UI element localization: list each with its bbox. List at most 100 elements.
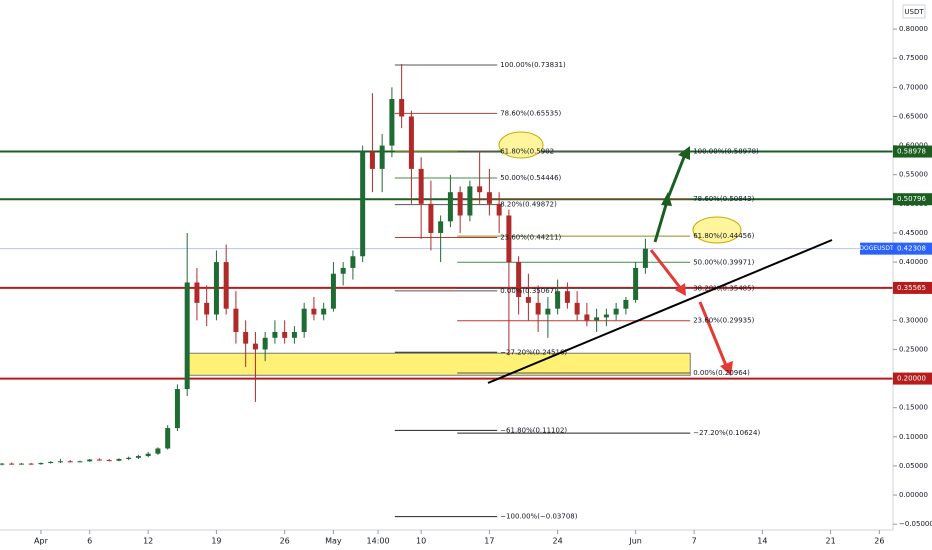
fib-label: 0.00%(0.20964) — [693, 369, 750, 377]
candles — [0, 64, 648, 466]
y-tick-label: 0.55000 — [899, 171, 928, 179]
candle-body — [145, 453, 151, 457]
red-arrow — [698, 301, 729, 369]
candle-body — [633, 267, 639, 300]
candle-body — [457, 192, 463, 216]
y-tick-label: 0.00000 — [899, 491, 928, 499]
unit-box — [902, 4, 926, 19]
candle-body — [477, 186, 483, 193]
x-tick-label: 7 — [692, 537, 697, 546]
candle-body — [67, 461, 73, 463]
fib-label: 8.20%(0.49872) — [500, 201, 557, 209]
candle-body — [486, 192, 492, 204]
candle-body — [18, 463, 24, 465]
candle-body — [330, 273, 336, 309]
candle-body — [594, 317, 600, 321]
candle-body — [57, 461, 63, 463]
candle-body — [204, 302, 210, 315]
candle-body — [282, 331, 288, 338]
x-tick-label: 17 — [484, 537, 494, 546]
trend-line — [487, 239, 833, 384]
candle-body — [301, 308, 307, 332]
last-price-label: 0.42308 — [897, 245, 926, 253]
fib-label: 100.00%(0.73831) — [500, 61, 566, 69]
fib-label: −27.20%(0.10624) — [693, 429, 760, 437]
level-price-box — [893, 372, 932, 385]
arrow-head — [675, 283, 686, 296]
candle-body — [184, 282, 190, 390]
y-tick-label: 0.80000 — [899, 25, 928, 33]
candle-body — [399, 99, 405, 117]
symbol-box — [860, 242, 893, 255]
candle-body — [243, 331, 249, 344]
y-tick-label: 0.65000 — [899, 112, 928, 120]
drawing-layer — [0, 64, 893, 518]
candle-body — [623, 299, 629, 309]
overlay-layer — [487, 131, 833, 384]
y-tick-label: 0.30000 — [899, 316, 928, 324]
candle-body — [174, 389, 180, 429]
candle-body — [555, 291, 561, 309]
x-tick-label: 19 — [211, 537, 221, 546]
candle-body — [48, 461, 54, 464]
red-arrow — [649, 249, 684, 291]
x-tick-label: 6 — [87, 537, 92, 546]
level-price-box — [893, 281, 932, 294]
candle-body — [379, 145, 385, 169]
candle-body — [564, 291, 570, 303]
fib-label: 38.20%(0.35485) — [693, 284, 754, 292]
y-tick-label: 0.70000 — [899, 83, 928, 91]
candle-body — [155, 448, 161, 454]
candle-body — [496, 203, 502, 216]
level-price-box — [893, 193, 932, 206]
candle-body — [574, 302, 580, 315]
level-price-label: 0.50796 — [897, 195, 926, 203]
x-tick-label: 26 — [280, 537, 290, 546]
candle-body — [428, 203, 434, 233]
candle-body — [438, 221, 444, 233]
candle-body — [28, 463, 34, 465]
fib-label: 23.60%(0.44211) — [500, 234, 561, 242]
y-tick-label: 0.40000 — [899, 258, 928, 266]
candle-body — [545, 308, 551, 315]
fib-label: 0.00%(0.35067) — [500, 287, 557, 295]
fib-label: 61.80%(0.5902 — [500, 147, 554, 155]
fib-label: 100.00%(0.58978) — [693, 148, 759, 156]
fib-label: 61.80%(0.44456) — [693, 232, 754, 240]
x-tick-label: 14:00 — [367, 537, 390, 546]
candle-body — [516, 262, 522, 298]
candle-body — [506, 215, 512, 263]
candle-body — [447, 192, 453, 222]
candle-body — [135, 456, 141, 458]
price-axis-bg — [893, 0, 932, 550]
candle-body — [418, 168, 424, 204]
x-tick-label: May — [325, 537, 342, 546]
x-tick-label: Apr — [34, 537, 49, 546]
x-tick-label: 14 — [757, 537, 767, 546]
symbol-label: DOGEUSDT — [859, 245, 894, 252]
candle-body — [38, 463, 44, 465]
y-tick-label: 0.05000 — [899, 462, 928, 470]
candle-body — [467, 186, 473, 216]
candle-body — [642, 248, 648, 268]
candle-body — [369, 151, 375, 169]
last-price-box — [893, 242, 932, 255]
time-axis-bg — [0, 530, 932, 550]
level-price-label: 0.35565 — [897, 284, 926, 292]
highlight-ellipse — [498, 131, 544, 159]
candle-body — [262, 337, 268, 350]
candle-body — [613, 308, 619, 315]
level-price-label: 0.58978 — [897, 148, 926, 156]
candle-body — [321, 308, 327, 315]
fib-label: −61.80%(0.11102) — [500, 426, 567, 434]
fib-labels: 100.00%(0.73831) 78.60%(0.65535) 61.80%(0.… — [500, 61, 760, 521]
candle-body — [291, 331, 297, 338]
candle-body — [360, 151, 366, 257]
highlight-ellipse — [692, 216, 742, 244]
candle-body — [116, 458, 122, 461]
candle-body — [165, 428, 171, 449]
y-tick-label: 0.25000 — [899, 345, 928, 353]
arrow-head — [678, 146, 690, 160]
candle-body — [272, 331, 278, 338]
